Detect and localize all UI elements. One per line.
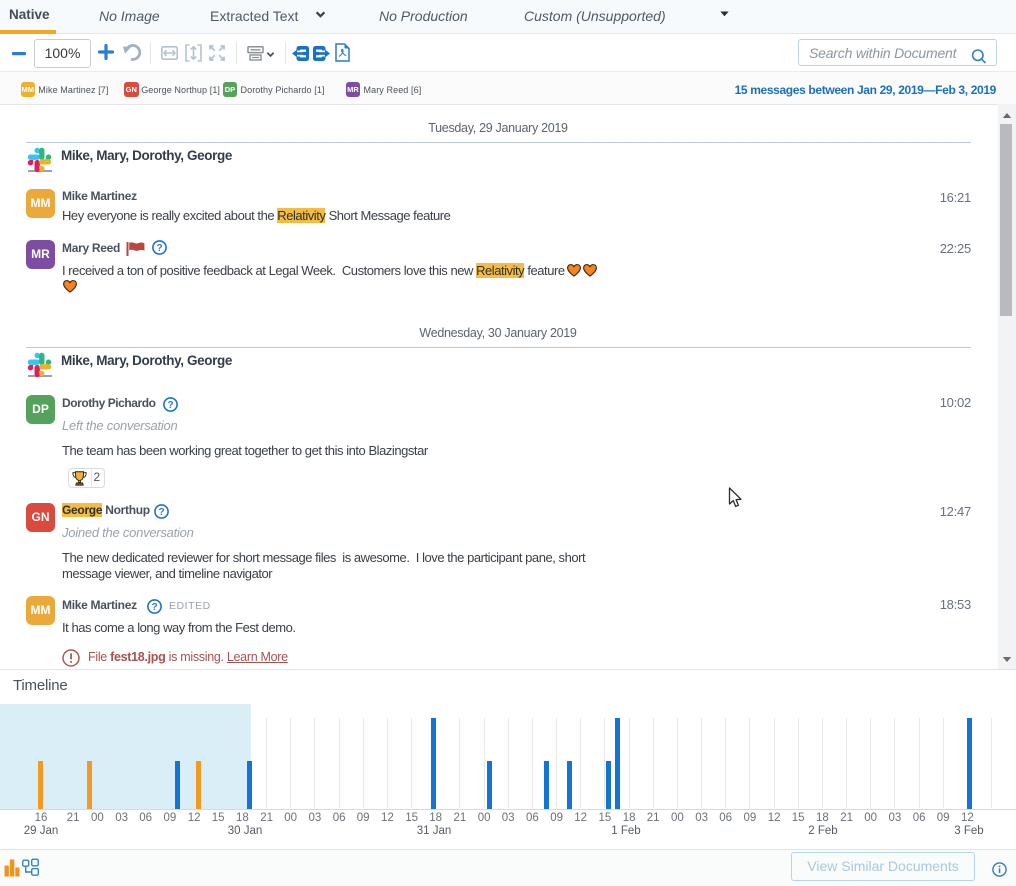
svg-text:?: ? (156, 243, 162, 254)
svg-text:?: ? (158, 507, 164, 518)
svg-text:?: ? (151, 602, 157, 613)
svg-text:?: ? (167, 400, 173, 411)
